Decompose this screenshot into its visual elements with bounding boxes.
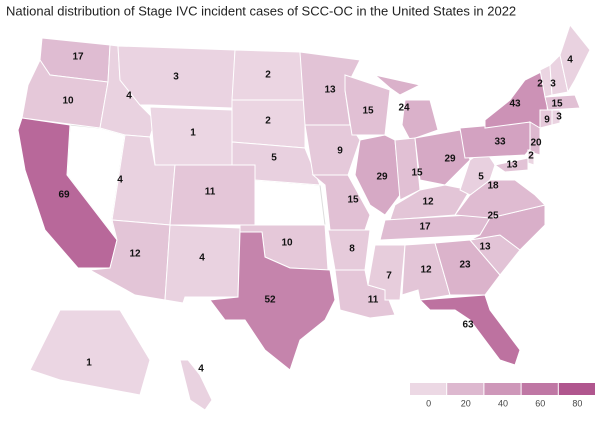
state-value-label: 20 [530, 138, 542, 149]
state-value-label: 2 [265, 70, 271, 81]
state-value-label: 11 [205, 187, 216, 198]
legend-tick-label: 60 [535, 398, 545, 408]
state-value-label: 13 [506, 160, 518, 171]
state-value-label: 23 [459, 260, 471, 271]
state-value-label: 8 [349, 244, 355, 255]
state-value-label: 43 [509, 99, 521, 110]
legend-tick-label: 40 [498, 398, 508, 408]
state-region [493, 157, 529, 173]
state-region [209, 231, 336, 371]
state-value-label: 2 [265, 116, 271, 127]
state-region [414, 129, 471, 186]
state-value-label: 12 [422, 197, 434, 208]
state-value-label: 4 [126, 91, 132, 102]
state-value-label: 5 [271, 153, 277, 164]
legend-swatch [447, 383, 484, 395]
state-value-label: 18 [487, 181, 499, 192]
legend-swatch [558, 383, 595, 395]
state-value-label: 25 [487, 211, 499, 222]
state-value-label: 4 [199, 253, 205, 264]
state-value-label: 3 [173, 72, 179, 83]
legend-swatch [484, 383, 521, 395]
state-region [354, 134, 401, 216]
state-region [551, 109, 561, 126]
state-value-label: 11 [368, 295, 379, 306]
state-region [418, 294, 521, 366]
state-value-label: 15 [347, 195, 359, 206]
state-value-label: 33 [494, 137, 506, 148]
state-value-label: 15 [551, 99, 563, 110]
state-value-label: 12 [129, 249, 141, 260]
state-value-label: 24 [398, 103, 410, 114]
no-data-state [254, 179, 326, 226]
state-value-label: 17 [72, 52, 84, 63]
state-value-label: 9 [544, 115, 550, 126]
state-value-label: 4 [117, 175, 123, 186]
state-region [179, 359, 213, 411]
state-value-label: 1 [86, 358, 92, 369]
state-value-label: 5 [478, 172, 484, 183]
state-region [434, 239, 501, 296]
state-region [29, 309, 151, 396]
state-region [344, 74, 391, 136]
state-region [544, 94, 581, 111]
state-value-label: 69 [58, 190, 70, 201]
state-value-label: 17 [419, 222, 431, 233]
legend-tick-label: 80 [572, 398, 582, 408]
state-region [529, 121, 541, 156]
state-region [374, 74, 439, 141]
state-value-label: 4 [198, 364, 204, 375]
map-title: National distribution of Stage IVC incid… [6, 3, 516, 18]
state-value-label: 2 [528, 151, 534, 162]
state-value-label: 15 [362, 106, 374, 117]
state-value-label: 1 [190, 128, 196, 139]
state-value-label: 9 [337, 146, 343, 157]
state-region [231, 141, 321, 186]
state-value-label: 4 [567, 55, 573, 66]
state-value-label: 12 [420, 265, 432, 276]
state-region [164, 224, 241, 304]
state-region [304, 124, 361, 176]
state-value-label: 2 [537, 79, 543, 90]
state-value-label: 29 [376, 172, 388, 183]
state-value-label: 10 [62, 96, 74, 107]
state-value-label: 29 [444, 154, 456, 165]
legend-tick-label: 0 [426, 398, 431, 408]
state-region [559, 23, 591, 94]
state-value-label: 13 [324, 85, 336, 96]
state-region [334, 269, 396, 319]
state-value-label: 63 [462, 320, 474, 331]
state-value-label: 7 [386, 271, 392, 282]
state-value-label: 52 [264, 295, 276, 306]
state-value-label: 15 [411, 168, 423, 179]
state-value-label: 3 [556, 112, 562, 123]
legend-tick-label: 20 [461, 398, 471, 408]
legend-swatch [521, 383, 558, 395]
state-value-label: 10 [281, 238, 293, 249]
legend-swatch [410, 383, 447, 395]
state-region [469, 204, 546, 251]
state-region [17, 117, 118, 269]
state-value-label: 13 [479, 242, 491, 253]
state-value-label: 3 [550, 79, 556, 90]
